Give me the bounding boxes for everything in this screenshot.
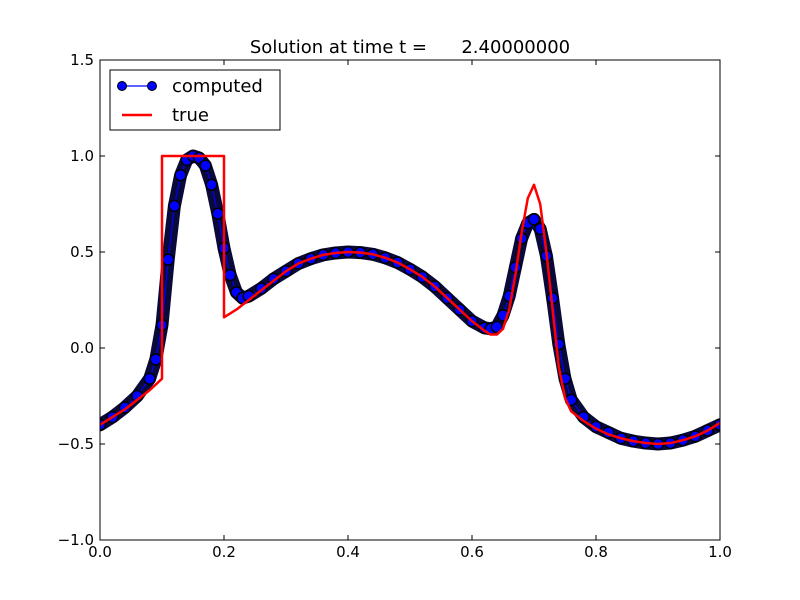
chart-title: Solution at time t = 2.40000000 xyxy=(250,37,570,58)
x-tick-label: 0.4 xyxy=(336,543,360,561)
computed-point xyxy=(161,253,175,266)
computed-point xyxy=(174,168,187,182)
computed-point xyxy=(527,213,541,226)
computed-point xyxy=(168,199,181,213)
legend-label-computed: computed xyxy=(172,76,263,97)
x-tick-label: 0.8 xyxy=(584,543,608,561)
computed-point xyxy=(490,320,504,334)
computed-point xyxy=(199,159,212,172)
y-tick-label: −0.5 xyxy=(58,435,94,453)
computed-point xyxy=(205,178,218,192)
legend-computed-marker xyxy=(147,81,157,91)
x-tick-label: 0.6 xyxy=(460,543,484,561)
x-tick-label: 0.2 xyxy=(212,543,236,561)
legend-computed-marker xyxy=(117,81,127,91)
y-tick-label: 0.5 xyxy=(70,243,94,261)
series-true-line xyxy=(100,154,720,446)
y-tick-label: 0.0 xyxy=(70,339,94,357)
x-tick-label: 1.0 xyxy=(708,543,732,561)
legend-box xyxy=(109,69,281,131)
computed-point xyxy=(149,353,163,366)
computed-point xyxy=(211,207,225,220)
plot-area: 0.0 0.2 0.4 0.6 0.8 1.0 −1.0 −0.5 0.0 0.5 1.0 1.5 co… xyxy=(58,51,732,561)
legend-label-true: true xyxy=(172,105,209,126)
y-tick-label: 1.0 xyxy=(70,147,94,165)
computed-point xyxy=(223,268,237,282)
axes-frame xyxy=(99,59,721,541)
computed-point xyxy=(143,372,156,385)
y-tick-label: −1.0 xyxy=(58,531,94,549)
y-tick-label: 1.5 xyxy=(70,51,94,69)
x-tick-label: 0.0 xyxy=(88,543,112,561)
